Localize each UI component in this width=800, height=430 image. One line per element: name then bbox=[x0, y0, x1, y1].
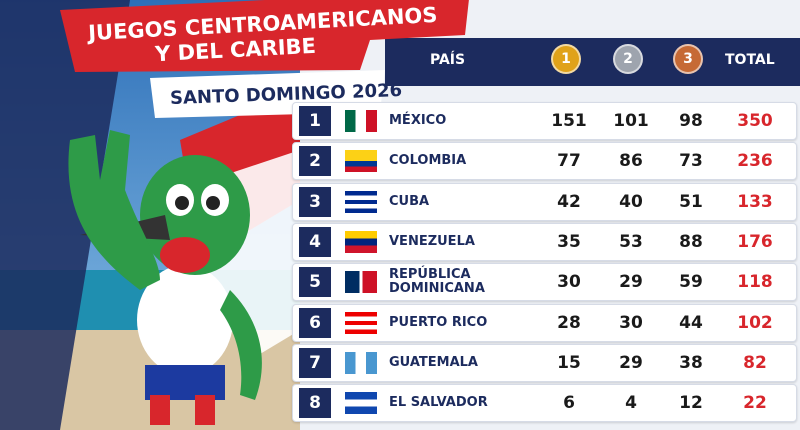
rank: 8 bbox=[299, 388, 331, 419]
rank: 1 bbox=[299, 106, 331, 136]
silver-medal-header: 2 bbox=[613, 44, 643, 74]
medal-count: 38 bbox=[679, 352, 703, 373]
medal-count: 4 bbox=[625, 393, 637, 414]
flag bbox=[345, 110, 377, 132]
flag bbox=[345, 150, 377, 173]
flag bbox=[345, 271, 377, 294]
rank: 5 bbox=[299, 267, 331, 298]
table-row: 2 COLOMBIA 77 86 73 236 bbox=[292, 142, 797, 181]
column-header: TOTAL bbox=[725, 52, 775, 68]
medal-count: 51 bbox=[679, 191, 703, 212]
rank: 6 bbox=[299, 307, 331, 338]
medal-count: 29 bbox=[619, 272, 643, 293]
medal-count: 35 bbox=[557, 231, 581, 252]
medal-count: 44 bbox=[679, 312, 703, 333]
medal-count: 15 bbox=[557, 352, 581, 373]
medal-count: 30 bbox=[619, 312, 643, 333]
flag bbox=[345, 190, 377, 213]
gold-medal-header: 1 bbox=[551, 44, 581, 74]
flag bbox=[345, 392, 377, 415]
medal-count: 73 bbox=[679, 151, 703, 172]
total-count: 22 bbox=[743, 393, 767, 414]
country-name: PUERTO RICO bbox=[389, 314, 488, 330]
country-name: MÉXICO bbox=[389, 113, 447, 128]
medal-count: 101 bbox=[613, 111, 649, 131]
country-name: COLOMBIA bbox=[389, 153, 467, 169]
medal-count: 88 bbox=[679, 231, 703, 252]
rank: 3 bbox=[299, 186, 331, 217]
table-row: 3 CUBA 42 40 51 133 bbox=[292, 182, 797, 221]
country-name: REPÚBLICA DOMINICANA bbox=[389, 267, 485, 297]
table-row: 7 GUATEMALA 15 29 38 82 bbox=[292, 343, 797, 382]
medal-count: 53 bbox=[619, 231, 643, 252]
rank: 4 bbox=[299, 226, 331, 257]
country-name: EL SALVADOR bbox=[389, 395, 488, 411]
medal-count: 77 bbox=[557, 151, 581, 172]
total-count: 102 bbox=[737, 312, 773, 333]
total-count: 350 bbox=[737, 111, 773, 131]
table-row: 4 VENEZUELA 35 53 88 176 bbox=[292, 222, 797, 261]
table-row: 5 REPÚBLICA DOMINICANA 30 29 59 118 bbox=[292, 263, 797, 302]
total-count: 236 bbox=[737, 151, 773, 172]
total-count: 176 bbox=[737, 231, 773, 252]
table-row: 1 MÉXICO 151 101 98 350 bbox=[292, 102, 797, 140]
total-count: 133 bbox=[737, 191, 773, 212]
flag bbox=[345, 230, 377, 253]
medal-count: 86 bbox=[619, 151, 643, 172]
total-count: 118 bbox=[737, 272, 773, 293]
flag bbox=[345, 351, 377, 374]
rank: 7 bbox=[299, 347, 331, 378]
medal-count: 29 bbox=[619, 352, 643, 373]
medal-count: 40 bbox=[619, 191, 643, 212]
medal-count: 98 bbox=[679, 111, 703, 131]
medal-count: 28 bbox=[557, 312, 581, 333]
country-name: VENEZUELA bbox=[389, 233, 475, 249]
bronze-medal-header: 3 bbox=[673, 44, 703, 74]
medal-count: 6 bbox=[563, 393, 575, 414]
total-count: 82 bbox=[743, 352, 767, 373]
column-header: PAÍS bbox=[430, 52, 466, 68]
table-row: 8 EL SALVADOR 6 4 12 22 bbox=[292, 384, 797, 423]
flag bbox=[345, 311, 377, 334]
medal-count: 12 bbox=[679, 393, 703, 414]
rank: 2 bbox=[299, 146, 331, 177]
medal-count: 59 bbox=[679, 272, 703, 293]
medal-count: 151 bbox=[551, 111, 587, 131]
medal-count: 42 bbox=[557, 191, 581, 212]
table-row: 6 PUERTO RICO 28 30 44 102 bbox=[292, 303, 797, 342]
country-name: GUATEMALA bbox=[389, 354, 478, 370]
medal-count: 30 bbox=[557, 272, 581, 293]
country-name: CUBA bbox=[389, 193, 430, 209]
